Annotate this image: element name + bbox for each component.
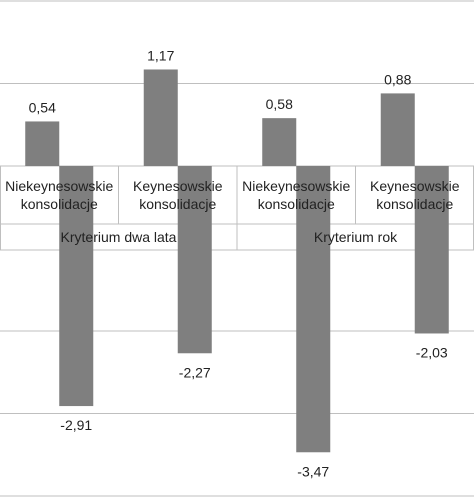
bar — [262, 118, 297, 166]
category-label: Niekeynesowskie konsolidacje — [5, 178, 114, 212]
value-label: -2,91 — [60, 417, 92, 433]
category-label: Keynesowskie konsolidacje — [133, 178, 223, 212]
bar — [143, 69, 178, 166]
bar — [296, 166, 331, 453]
value-label: -3,47 — [297, 463, 329, 479]
value-label: 0,88 — [384, 71, 411, 87]
value-label: -2,27 — [179, 364, 211, 380]
bar — [380, 93, 415, 166]
group-label: Kryterium dwa lata — [60, 229, 177, 245]
category-label: Keynesowskie konsolidacje — [370, 178, 460, 212]
bar — [59, 166, 94, 407]
value-label: 0,58 — [266, 96, 293, 112]
bar — [414, 166, 449, 334]
value-label: 0,54 — [29, 99, 56, 115]
bar — [25, 121, 60, 166]
value-label: -2,03 — [416, 344, 448, 360]
bar — [177, 166, 212, 354]
value-label: 1,17 — [147, 47, 174, 63]
category-label: Niekeynesowskie konsolidacje — [242, 178, 351, 212]
group-label: Kryterium rok — [313, 229, 398, 245]
